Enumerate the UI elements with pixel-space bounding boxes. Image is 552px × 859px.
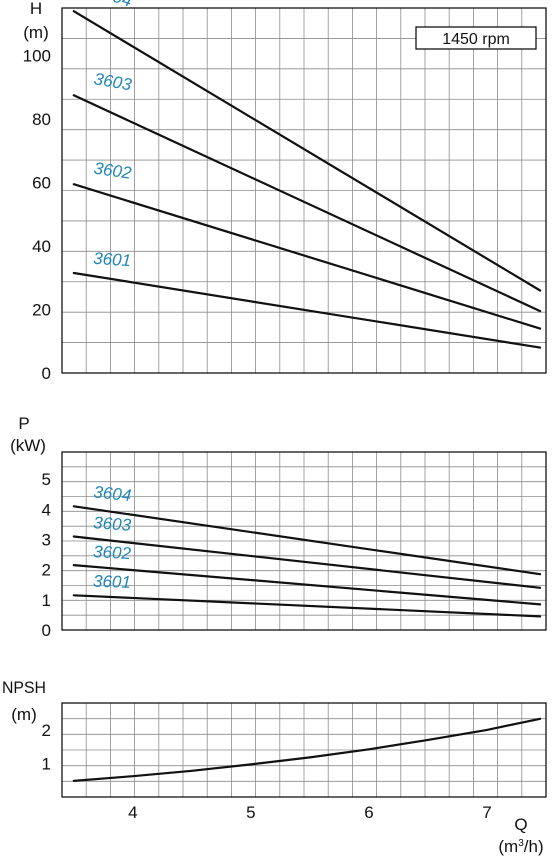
- head-panel: 3604 3603 3602 3601 0 20 40 60 80 100 H (m) 1450…: [23, 0, 547, 383]
- curve-3604-head: [72, 10, 542, 292]
- q-unit-prefix: (m: [498, 837, 518, 856]
- head-grid: [62, 8, 546, 373]
- power-curve-label-3601: 3601: [93, 572, 131, 592]
- power-y-tick-label: 2: [42, 561, 51, 580]
- power-grid: [62, 452, 546, 630]
- head-y-tick-labels: 0 20 40 60 80 100: [23, 47, 51, 383]
- curve-3604-power: [72, 505, 542, 576]
- head-axis-unit: (m): [23, 23, 48, 42]
- rpm-badge: [415, 26, 537, 50]
- npsh-y-tick-label: 1: [42, 754, 51, 773]
- power-y-tick-label: 3: [42, 530, 51, 549]
- npsh-curve-npsh: [72, 717, 542, 783]
- power-y-tick-labels: 0 1 2 3 4 5: [42, 470, 51, 640]
- npsh-y-tick-label: 2: [42, 721, 51, 740]
- power-y-tick-label: 1: [42, 591, 51, 610]
- npsh-axis-label: NPSH: [2, 678, 46, 697]
- head-y-tick-label: 0: [42, 364, 51, 383]
- q-unit-suffix: /h): [524, 837, 544, 856]
- curve-3601-head: [72, 271, 542, 349]
- curve-3602-head: [72, 183, 542, 330]
- power-curve-labels: 3604 3603 3602 3601: [93, 482, 133, 592]
- power-y-tick-label: 4: [42, 500, 51, 519]
- head-y-tick-label: 60: [32, 174, 51, 193]
- power-curve-label-3602: 3602: [93, 542, 132, 563]
- q-x-tick-label: 6: [364, 803, 373, 822]
- npsh-axis-unit: (m): [11, 705, 36, 724]
- head-curve-labels: 3604 3603 3602 3601: [92, 0, 134, 270]
- head-y-tick-label: 20: [32, 301, 51, 320]
- curve-3602-power: [72, 563, 542, 606]
- power-curve-label-3604: 3604: [93, 482, 133, 505]
- power-curves: [72, 505, 542, 618]
- q-unit-superscript: 3: [518, 838, 524, 849]
- power-curve-label-3603: 3603: [93, 513, 133, 535]
- head-curve-label-3603: 3603: [92, 69, 133, 94]
- q-x-tick-label: 4: [128, 803, 137, 822]
- q-axis-label: Q: [514, 815, 527, 834]
- head-y-tick-label: 100: [23, 47, 51, 66]
- head-curve-label-3602: 3602: [93, 159, 134, 183]
- curve-3603-head: [72, 94, 542, 313]
- q-x-tick-label: 5: [246, 803, 255, 822]
- rpm-badge-text: 1450 rpm: [442, 31, 510, 48]
- power-panel: 3604 3603 3602 3601 0 1 2 3 4 5 P (kW): [10, 414, 547, 640]
- power-y-tick-label: 5: [42, 470, 51, 489]
- head-axis-label: H: [30, 0, 42, 18]
- q-x-tick-label: 7: [482, 803, 491, 822]
- q-axis-unit: (m3/h): [498, 837, 543, 856]
- curve-3603-power: [72, 535, 542, 589]
- head-y-tick-label: 80: [32, 110, 51, 129]
- head-y-tick-label: 40: [32, 237, 51, 256]
- npsh-grid: [62, 703, 546, 797]
- head-frame: [61, 7, 547, 374]
- power-frame: [61, 451, 547, 631]
- head-curve-label-3601: 3601: [93, 249, 132, 271]
- curve-3601-power: [72, 594, 542, 618]
- npsh-y-tick-labels: 12: [42, 721, 51, 774]
- power-axis-unit: (kW): [10, 436, 46, 455]
- power-y-tick-label: 0: [42, 621, 51, 640]
- npsh-frame: [61, 702, 547, 798]
- q-x-tick-labels: 4 5 6 7: [128, 803, 492, 822]
- power-axis-label: P: [18, 414, 29, 433]
- head-curves: [72, 10, 542, 349]
- npsh-curves: [72, 717, 542, 783]
- head-curve-label-3604: 3604: [93, 0, 135, 11]
